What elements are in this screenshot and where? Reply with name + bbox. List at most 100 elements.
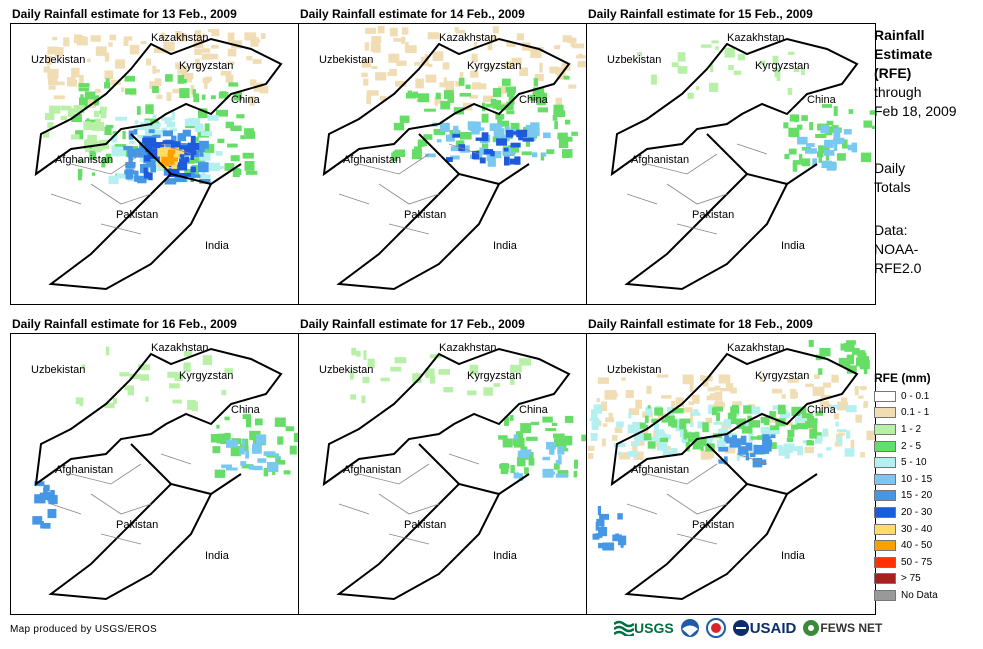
rainfall-cell	[718, 446, 729, 452]
map-canvas	[32, 346, 299, 601]
rainfall-cell	[778, 446, 788, 456]
rainfall-cell	[570, 37, 575, 47]
rainfall-cell	[527, 130, 536, 136]
rainfall-cell	[149, 81, 155, 89]
rainfall-cell	[514, 146, 519, 153]
rainfall-cell	[108, 42, 113, 47]
rainfall-cell	[212, 446, 221, 454]
rainfall-cell	[481, 132, 489, 142]
rainfall-cell	[770, 427, 780, 434]
rainfall-cell	[179, 88, 190, 98]
rainfall-cell	[776, 75, 781, 81]
rainfall-cell	[145, 104, 154, 114]
rainfall-cell	[593, 404, 603, 414]
rainfall-cell	[201, 171, 206, 176]
rainfall-map: Kazakhstan Uzbekistan Kyrgyzstan China Afgha…	[298, 333, 588, 615]
country-label-pakistan: Pakistan	[116, 519, 159, 531]
rainfall-cell	[571, 131, 578, 136]
rainfall-cell	[553, 463, 560, 470]
rainfall-cell	[190, 151, 195, 160]
rainfall-cell	[555, 97, 562, 105]
rainfall-cell	[177, 133, 187, 142]
rainfall-cell	[389, 27, 398, 37]
rainfall-cell	[498, 120, 510, 127]
rainfall-cell	[202, 355, 213, 365]
rainfall-cell	[769, 411, 776, 418]
rainfall-cell	[866, 430, 875, 441]
rainfall-cell	[164, 117, 171, 124]
rainfall-cell	[455, 81, 463, 87]
rainfall-cell	[836, 429, 847, 433]
rainfall-cell	[601, 438, 606, 447]
rainfall-cell	[137, 175, 147, 184]
rainfall-cell	[109, 34, 117, 41]
rainfall-cell	[675, 397, 684, 407]
rainfall-cell	[148, 129, 155, 134]
rainfall-cell	[178, 33, 188, 42]
rainfall-cell	[596, 398, 600, 403]
rainfall-cell	[700, 442, 704, 451]
rainfall-cell	[601, 401, 608, 411]
rainfall-cell	[199, 148, 204, 157]
rainfall-cell	[605, 417, 614, 423]
rainfall-cell	[631, 441, 640, 446]
rainfall-cell	[612, 534, 622, 542]
rainfall-cell	[113, 152, 122, 157]
rainfall-cell	[367, 358, 375, 368]
rainfall-cell	[153, 69, 160, 73]
rainfall-cell	[724, 435, 729, 442]
map-canvas	[610, 37, 875, 291]
rainfall-cell	[32, 516, 43, 525]
map-panel: Daily Rainfall estimate for 14 Feb., 200…	[298, 7, 588, 307]
rainfall-cell	[838, 437, 843, 445]
rainfall-cell	[256, 434, 267, 445]
rainfall-cell	[700, 44, 712, 48]
rainfall-cell	[429, 354, 442, 359]
rainfall-cell	[543, 132, 551, 139]
rainfall-cell	[187, 142, 200, 151]
legend-swatch	[874, 423, 896, 435]
rainfall-cell	[728, 65, 734, 70]
fews-net-logo: FEWS NET	[802, 619, 882, 637]
rainfall-cell	[516, 33, 524, 41]
rainfall-cell	[236, 168, 242, 175]
country-label-china: China	[519, 404, 548, 416]
rainfall-cell	[616, 421, 624, 428]
rainfall-cell	[48, 494, 58, 505]
rainfall-cell	[693, 409, 699, 415]
rainfall-cell	[361, 72, 368, 78]
rainfall-cell	[233, 92, 242, 101]
province-borders	[626, 453, 768, 545]
map-canvas	[587, 340, 875, 601]
rainfall-cell	[165, 139, 176, 150]
rainfall-cell	[127, 387, 134, 396]
rainfall-cell	[225, 74, 234, 83]
rainfall-cell	[701, 437, 707, 447]
rainfall-cell	[597, 506, 601, 516]
rainfall-cell	[79, 74, 84, 85]
rainfall-cell	[125, 164, 135, 169]
legend-label: 15 - 20	[901, 490, 933, 502]
rainfall-cell	[105, 124, 114, 129]
rainfall-cell	[555, 473, 568, 478]
rainfall-cell	[554, 120, 558, 130]
rainfall-cell	[505, 86, 516, 93]
rainfall-cell	[549, 66, 559, 74]
rainfall-cell	[833, 142, 838, 151]
rainfall-cell	[716, 412, 720, 421]
country-label-afghanistan: Afghanistan	[343, 154, 402, 166]
rainfall-cell	[677, 66, 688, 74]
rainfall-cell	[542, 416, 553, 423]
legend-item: 0 - 0.1	[874, 388, 938, 405]
rainfall-cell	[506, 40, 511, 47]
rainfall-cell	[645, 407, 653, 417]
rainfall-cell	[165, 74, 173, 82]
rainfall-cell	[77, 168, 83, 177]
rainfall-cell	[210, 434, 222, 443]
rainfall-cell	[558, 454, 562, 465]
country-label-kyrgyzstan: Kyrgyzstan	[755, 60, 810, 72]
rainfall-cell	[236, 114, 245, 119]
rainfall-cell	[224, 368, 234, 374]
country-label-india: India	[781, 550, 805, 562]
rainfall-cell	[487, 42, 493, 51]
